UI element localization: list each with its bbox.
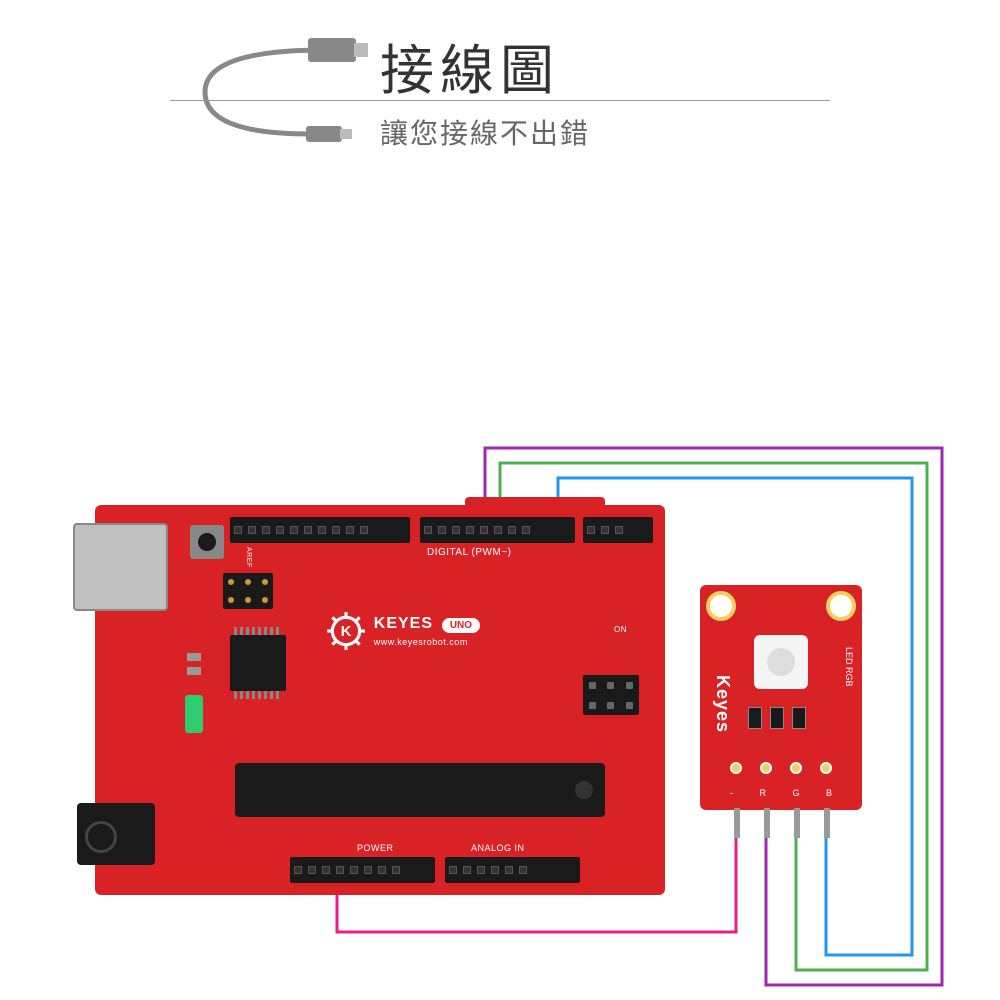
pin-label: B	[826, 788, 832, 798]
svg-text:K: K	[341, 624, 352, 640]
brand-label: KEYES	[374, 615, 433, 632]
module-pads	[730, 762, 832, 780]
analog-pins	[445, 857, 580, 883]
module-pin-labels: - R G B	[730, 788, 832, 798]
rgb-led-icon	[754, 635, 808, 689]
digital-pins-a	[230, 517, 410, 543]
label-power: POWER	[357, 843, 394, 853]
power-jack	[77, 803, 155, 865]
label-on: ON	[614, 625, 627, 634]
pin-label: R	[759, 788, 766, 798]
mcu-chip	[230, 635, 286, 691]
label-aref: AREF	[245, 547, 252, 568]
module-type: LED RGB	[844, 647, 854, 687]
title: 接線圖	[380, 26, 560, 105]
digital-pins-c	[583, 517, 653, 543]
arduino-board: DIGITAL (PWM~) POWER ANALOG IN AREF ON K…	[95, 505, 665, 895]
gear-icon: K	[325, 610, 367, 652]
url-label: www.keyesrobot.com	[374, 637, 480, 647]
reset-button	[190, 525, 224, 559]
smd-1	[187, 653, 201, 661]
icsp-small	[223, 573, 273, 609]
pin-label: G	[792, 788, 799, 798]
pin-lead	[824, 808, 830, 838]
wiring-diagram: DIGITAL (PWM~) POWER ANALOG IN AREF ON K…	[0, 220, 1000, 920]
atmega-chip	[235, 763, 605, 817]
icsp-header	[583, 675, 639, 715]
rgb-module: Keyes LED RGB - R G B	[700, 585, 862, 810]
pin-lead	[764, 808, 770, 838]
digital-pins-b	[420, 517, 575, 543]
label-analog: ANALOG IN	[471, 843, 525, 853]
module-brand: Keyes	[712, 675, 733, 733]
pin-label: -	[730, 788, 733, 798]
power-pins	[290, 857, 435, 883]
mount-hole	[706, 591, 736, 621]
label-digital: DIGITAL (PWM~)	[427, 547, 512, 558]
subtitle: 讓您接線不出錯	[380, 112, 590, 152]
logo-area: K KEYES UNO www.keyesrobot.com	[325, 610, 480, 652]
model-badge: UNO	[442, 618, 480, 633]
resistors	[748, 707, 806, 729]
header-divider	[170, 100, 830, 101]
crystal	[185, 695, 203, 733]
pin-lead	[794, 808, 800, 838]
smd-2	[187, 667, 201, 675]
usb-cable-icon	[190, 30, 370, 160]
mount-hole	[826, 591, 856, 621]
pin-lead	[734, 808, 740, 838]
usb-port	[73, 523, 168, 611]
